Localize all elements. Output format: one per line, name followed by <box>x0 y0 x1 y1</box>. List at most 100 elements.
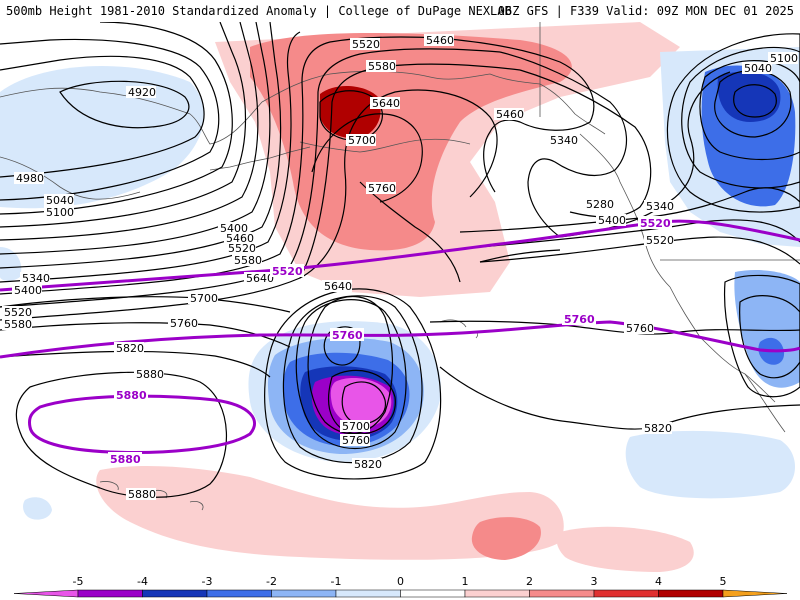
label-5520-central: 5520 <box>228 242 256 255</box>
contour-canada-low-3 <box>699 60 800 161</box>
colorbar-tick-label: -2 <box>266 575 277 588</box>
contour-5520w <box>0 48 501 308</box>
contour-4920 <box>59 80 190 129</box>
pos-anomaly-sw-pacific <box>96 466 564 560</box>
contour-5520e <box>479 236 800 265</box>
label-5460-ne: 5460 <box>496 108 524 121</box>
contour-ne-5460 <box>439 37 595 193</box>
height-labels: 4920 4980 5040 5100 5340 5400 5520 5580 … <box>2 34 798 501</box>
label-5340-east: 5340 <box>646 200 674 213</box>
pos-anomaly-south-edge <box>556 526 694 572</box>
label-5100-east: 5100 <box>770 52 798 65</box>
label-5760-west: 5760 <box>170 317 198 330</box>
highlight-5760 <box>0 320 800 359</box>
colorbar-bin <box>464 589 530 598</box>
colorbar-bin <box>77 589 143 598</box>
pos-anomaly-alaska-core <box>320 86 381 139</box>
anomaly-shading <box>0 22 800 572</box>
label-5880-south: 5880 <box>128 488 156 501</box>
contour-5160w <box>0 22 247 228</box>
label-5100-west: 5100 <box>46 206 74 219</box>
pos-anomaly-s-pacific <box>471 517 541 560</box>
coast-hawaii <box>439 319 478 339</box>
contour-5220w <box>0 22 259 241</box>
label-5400-west: 5400 <box>14 284 42 297</box>
colorbar-bin <box>593 589 659 598</box>
contour-5520-ne <box>479 249 561 263</box>
contour-sw-us-1 <box>739 295 800 379</box>
colorbar-tick-label: 5 <box>720 575 727 588</box>
label-5580-west: 5580 <box>4 318 32 331</box>
label-5400-central: 5400 <box>220 222 248 235</box>
coast-west-us <box>669 286 776 403</box>
coast-alaska-south <box>299 138 471 153</box>
label-5820-low: 5820 <box>354 458 382 471</box>
label-5520-west: 5520 <box>4 306 32 319</box>
label-5460-central: 5460 <box>226 232 254 245</box>
colorbar-bin <box>335 589 401 598</box>
colorbar-tick-label: -3 <box>202 575 213 588</box>
colorbar-tick-label: -5 <box>73 575 84 588</box>
colorbar-bin <box>271 589 337 598</box>
label-5040-west: 5040 <box>46 194 74 207</box>
colorbar-low-extension <box>13 589 79 598</box>
coast-alaska <box>261 70 606 135</box>
label-5640-north: 5640 <box>372 97 400 110</box>
colorbar-tick-label: -1 <box>331 575 342 588</box>
contour-canada-low-4 <box>681 46 800 189</box>
label-highlight-5880-north: 5880 <box>116 389 147 402</box>
coast-kamchatka <box>0 156 141 200</box>
colorbar-bin <box>206 589 272 598</box>
contour-5820w <box>0 350 271 378</box>
label-highlight-5760-west: 5760 <box>332 329 363 342</box>
colorbar-bin <box>400 589 466 598</box>
neg-anomaly-west-edge <box>0 247 22 281</box>
label-5700-low: 5700 <box>342 420 370 433</box>
label-5760-north: 5760 <box>368 182 396 195</box>
neg-anomaly-subtropical-e <box>625 430 795 499</box>
anomaly-colorbar: -5 -4 -3 -2 -1 0 1 2 3 4 5 <box>13 575 788 598</box>
label-5640-low: 5640 <box>324 280 352 293</box>
contour-inner-low-2 <box>328 369 396 435</box>
label-highlight-5760-east: 5760 <box>564 313 595 326</box>
colorbar-bins <box>13 589 788 598</box>
label-5280: 5280 <box>586 198 614 211</box>
label-highlight-5520-east: 5520 <box>640 217 671 230</box>
neg-anomaly-sw-us <box>734 270 800 388</box>
label-5520-east: 5520 <box>646 234 674 247</box>
contour-alaska-ridge-3 <box>311 113 423 203</box>
label-5460-north: 5460 <box>426 34 454 47</box>
coastlines <box>0 22 800 511</box>
label-4920: 4920 <box>128 86 156 99</box>
label-5760-east: 5760 <box>626 322 654 335</box>
contour-pacific-low-5700b <box>323 326 361 366</box>
label-5640-central: 5640 <box>246 272 274 285</box>
label-5520-north: 5520 <box>352 38 380 51</box>
colorbar-tick-label: 4 <box>655 575 662 588</box>
label-5580-central: 5580 <box>234 254 262 267</box>
contour-alaska-ridge-1 <box>299 89 498 279</box>
anomaly-map: 4920 4980 5040 5100 5340 5400 5520 5580 … <box>0 22 800 572</box>
contour-sw-us-2 <box>723 274 800 398</box>
colorbar-tick-label: 2 <box>526 575 533 588</box>
coast-aleutians <box>209 146 311 171</box>
label-5820-east: 5820 <box>644 422 672 435</box>
contour-pacific-low-5640 <box>307 295 394 435</box>
colorbar-bin <box>658 589 724 598</box>
contour-5760-ridge <box>359 181 461 283</box>
label-5700-west: 5700 <box>190 292 218 305</box>
colorbar-bin <box>142 589 208 598</box>
colorbar-tick-label: 0 <box>397 575 404 588</box>
map-header: 500mb Height 1981-2010 Standardized Anom… <box>0 0 800 22</box>
contour-canada-low-1 <box>733 84 777 118</box>
contour-5040w <box>0 38 220 201</box>
coast-bc <box>579 133 671 288</box>
label-5340-ne: 5340 <box>550 134 578 147</box>
highlight-5520 <box>0 219 800 292</box>
contour-4980 <box>0 55 205 178</box>
contour-canada-low-5 <box>666 33 800 213</box>
label-5760-low: 5760 <box>342 434 370 447</box>
contour-5400w <box>0 31 301 283</box>
colorbar-tick-label: 3 <box>591 575 598 588</box>
highlight-5880 <box>28 394 256 454</box>
